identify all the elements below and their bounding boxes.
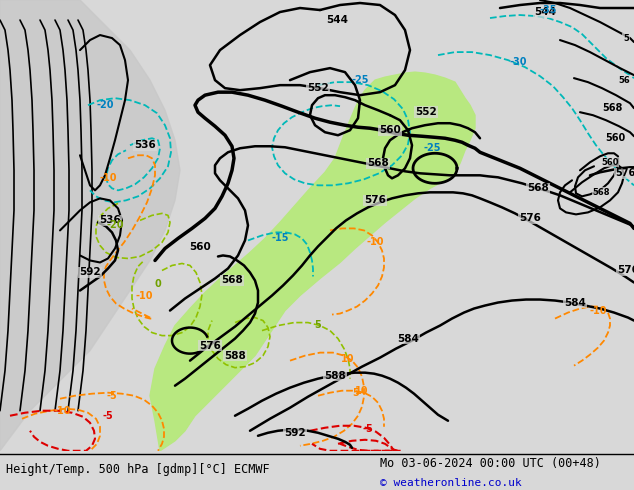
Text: 576: 576 <box>199 341 221 351</box>
Text: 10: 10 <box>341 354 355 364</box>
Text: 588: 588 <box>324 370 346 381</box>
Text: 536: 536 <box>99 216 121 225</box>
Text: -10: -10 <box>589 306 607 316</box>
Text: Mo 03-06-2024 00:00 UTC (00+48): Mo 03-06-2024 00:00 UTC (00+48) <box>380 457 601 470</box>
Text: -20: -20 <box>107 220 124 230</box>
Text: -5: -5 <box>363 424 373 434</box>
Text: -10: -10 <box>53 406 71 416</box>
Text: 568: 568 <box>592 188 610 197</box>
Text: 568: 568 <box>527 183 549 194</box>
Text: 552: 552 <box>307 83 329 93</box>
Text: -5: -5 <box>107 391 117 401</box>
Text: -20: -20 <box>96 100 113 110</box>
Text: 568: 568 <box>221 275 243 286</box>
Text: 576: 576 <box>615 168 634 178</box>
Text: 592: 592 <box>79 268 101 277</box>
Text: 5: 5 <box>314 319 321 330</box>
Text: © weatheronline.co.uk: © weatheronline.co.uk <box>380 478 522 488</box>
Text: -30: -30 <box>509 57 527 67</box>
Text: 584: 584 <box>397 334 419 343</box>
Text: 560: 560 <box>189 243 211 252</box>
Text: -15: -15 <box>271 233 288 244</box>
Text: 544: 544 <box>534 7 556 17</box>
Text: 552: 552 <box>415 107 437 117</box>
Text: 592: 592 <box>284 428 306 438</box>
Text: 584: 584 <box>564 297 586 308</box>
Text: 560: 560 <box>601 158 619 167</box>
Text: 536: 536 <box>134 140 156 150</box>
Text: 5: 5 <box>623 34 629 43</box>
Text: -35: -35 <box>540 5 557 15</box>
Text: -10: -10 <box>100 173 117 183</box>
Text: 5: 5 <box>353 388 359 398</box>
Text: -10: -10 <box>135 291 153 300</box>
Text: -5: -5 <box>103 411 113 421</box>
Text: 56: 56 <box>618 75 630 85</box>
Text: -25: -25 <box>351 75 369 85</box>
Text: 560: 560 <box>605 133 625 143</box>
Text: 568: 568 <box>367 158 389 168</box>
Text: 544: 544 <box>326 15 348 25</box>
Text: 576: 576 <box>364 196 386 205</box>
Text: 560: 560 <box>379 125 401 135</box>
Text: 10: 10 <box>355 386 369 396</box>
Polygon shape <box>0 0 180 451</box>
Text: Height/Temp. 500 hPa [gdmp][°C] ECMWF: Height/Temp. 500 hPa [gdmp][°C] ECMWF <box>6 463 270 476</box>
Text: -25: -25 <box>424 143 441 153</box>
Text: -10: -10 <box>366 238 384 247</box>
Text: 588: 588 <box>224 351 246 361</box>
Text: 0: 0 <box>155 278 162 289</box>
Text: 576: 576 <box>617 266 634 275</box>
Text: 576: 576 <box>519 213 541 223</box>
Text: 568: 568 <box>602 103 622 113</box>
Polygon shape <box>150 72 475 451</box>
